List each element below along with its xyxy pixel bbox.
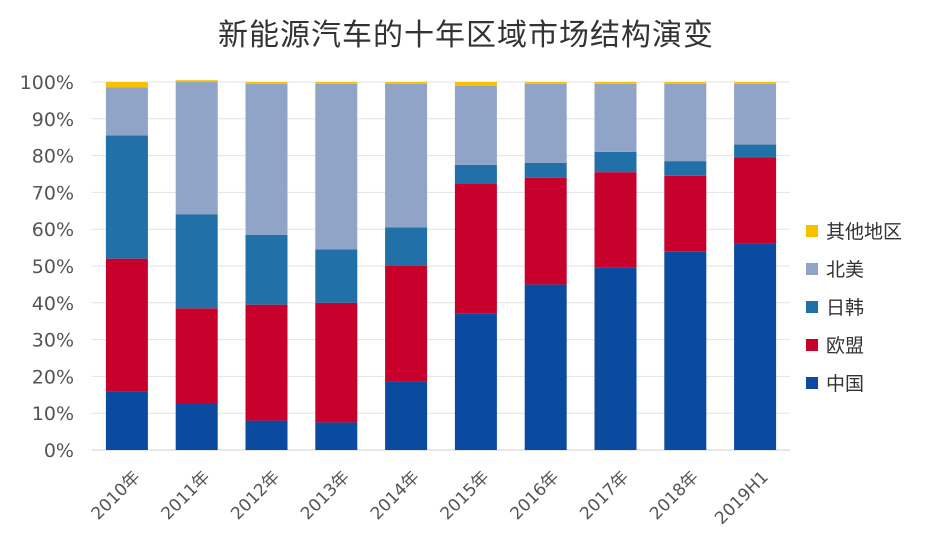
- y-tick-label: 90%: [32, 109, 74, 131]
- y-tick-label: 50%: [32, 256, 74, 278]
- y-tick-label: 80%: [32, 146, 74, 168]
- bar-segment: [524, 177, 567, 285]
- bar-segment: [315, 82, 358, 84]
- legend-label: 欧盟: [826, 335, 864, 357]
- bar-segment: [105, 135, 148, 259]
- bar-segment: [664, 161, 707, 176]
- legend-swatch: [806, 339, 818, 351]
- bar-segment: [524, 284, 567, 450]
- x-tick-label: 2018年: [646, 467, 703, 524]
- x-tick-label: 2011年: [157, 467, 214, 524]
- bar-segment: [454, 183, 497, 314]
- bar-segment: [734, 82, 777, 84]
- legend-swatch: [806, 301, 818, 313]
- y-tick-label: 20%: [32, 366, 74, 388]
- bar-segment: [105, 391, 148, 450]
- x-tick-label: 2015年: [437, 467, 494, 524]
- bar-segment: [105, 82, 148, 88]
- bar-segment: [385, 83, 428, 228]
- bar-segment: [175, 404, 218, 450]
- bar-segment: [315, 83, 358, 250]
- bar-segment: [385, 82, 428, 84]
- bar-segment: [594, 172, 637, 268]
- bar-segment: [245, 420, 288, 450]
- bar-segment: [175, 214, 218, 309]
- x-tick-label: 2010年: [88, 467, 145, 524]
- x-tick-label: 2017年: [576, 467, 633, 524]
- bar-segment: [594, 83, 637, 152]
- bar-segment: [594, 151, 637, 173]
- bar-segment: [175, 308, 218, 404]
- y-tick-label: 0%: [44, 440, 74, 462]
- bar-segment: [245, 82, 288, 84]
- y-tick-label: 30%: [32, 330, 74, 352]
- bar-segment: [524, 83, 567, 163]
- y-tick-label: 40%: [32, 293, 74, 315]
- bar-segment: [524, 162, 567, 178]
- bar-segment: [385, 227, 428, 266]
- bar-segment: [454, 313, 497, 450]
- bar-segment: [594, 267, 637, 450]
- bar-segment: [594, 82, 637, 84]
- bar-segment: [664, 251, 707, 450]
- bar-segment: [175, 82, 218, 215]
- bar-segment: [315, 302, 358, 423]
- legend-label: 其他地区: [826, 221, 902, 243]
- legend-label: 中国: [826, 373, 864, 395]
- chart-title: 新能源汽车的十年区域市场结构演变: [218, 18, 714, 53]
- x-tick-label: 2014年: [367, 467, 424, 524]
- x-tick-label: 2013年: [297, 467, 354, 524]
- bar-segment: [315, 249, 358, 303]
- bar-segment: [734, 243, 777, 450]
- y-tick-label: 70%: [32, 182, 74, 204]
- bar-segment: [245, 83, 288, 235]
- bar-segment: [105, 87, 148, 136]
- bar-segment: [454, 164, 497, 184]
- x-tick-label: 2016年: [506, 467, 563, 524]
- bar-segment: [245, 304, 288, 421]
- y-tick-label: 10%: [32, 403, 74, 425]
- legend-label: 日韩: [826, 297, 864, 319]
- bar-segment: [454, 82, 497, 86]
- bar-segment: [664, 83, 707, 162]
- bar-segment: [315, 422, 358, 450]
- bar-segment: [385, 381, 428, 450]
- x-tick-label: 2012年: [227, 467, 284, 524]
- legend-swatch: [806, 225, 818, 237]
- legend-label: 北美: [826, 259, 864, 281]
- bar-segment: [175, 80, 218, 82]
- bar-segment: [664, 82, 707, 84]
- x-tick-label: 2019H1: [711, 467, 772, 528]
- y-tick-label: 100%: [20, 72, 74, 94]
- bar-segment: [734, 144, 777, 158]
- bar-segment: [664, 175, 707, 252]
- y-tick-label: 60%: [32, 219, 74, 241]
- legend-swatch: [806, 377, 818, 389]
- bar-segment: [734, 83, 777, 145]
- bar-segment: [524, 82, 567, 84]
- legend-swatch: [806, 263, 818, 275]
- bar-segment: [245, 234, 288, 305]
- bar-segment: [105, 258, 148, 392]
- bar-segment: [385, 266, 428, 382]
- bar-segment: [454, 85, 497, 165]
- bar-segment: [734, 157, 777, 244]
